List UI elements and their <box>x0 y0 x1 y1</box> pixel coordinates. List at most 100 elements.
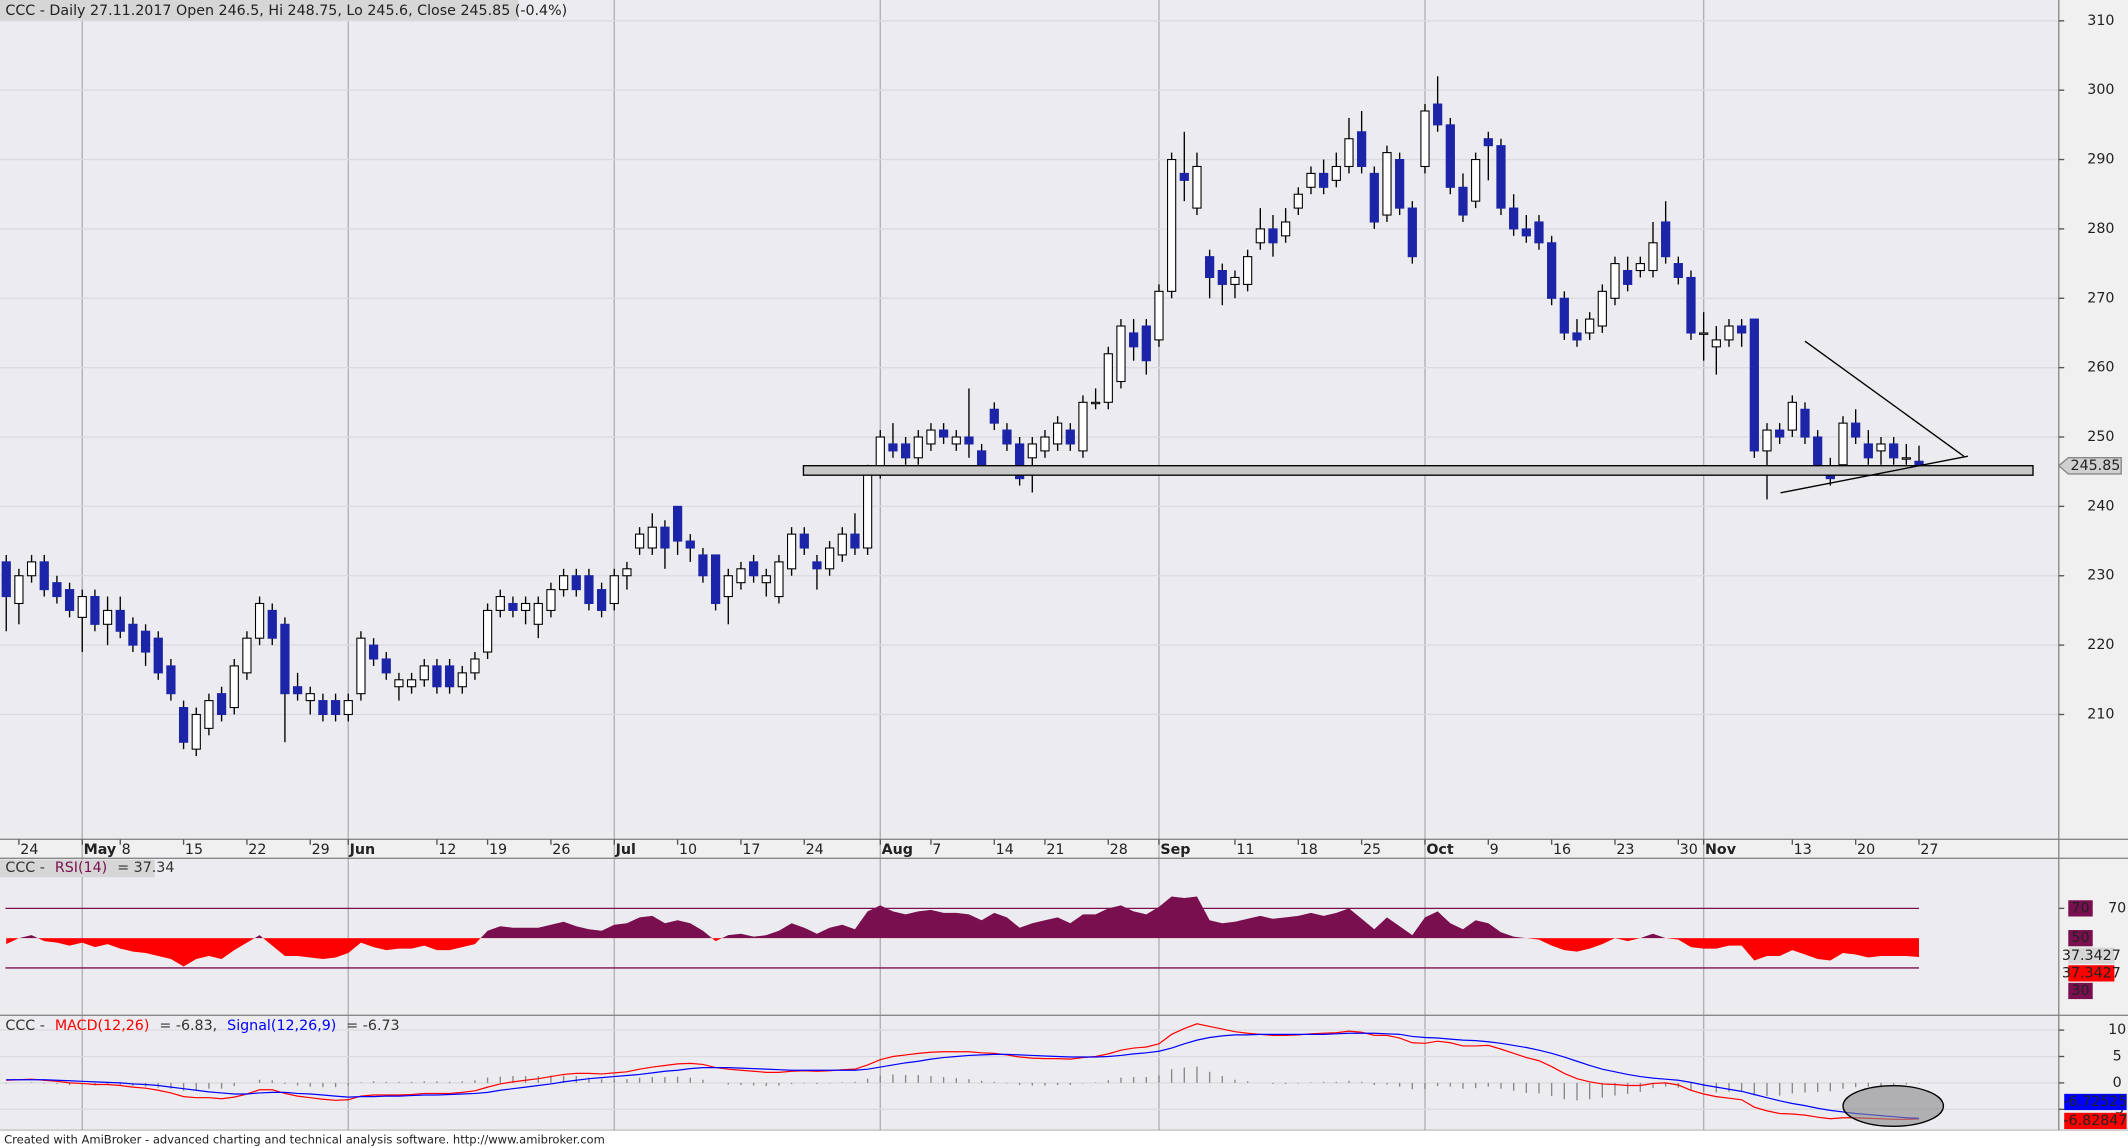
candle-body <box>584 575 594 605</box>
candle-body <box>1103 353 1113 403</box>
level-box: 30 <box>2071 983 2089 999</box>
rsi-area-up <box>6 896 1919 939</box>
candle-body <box>1458 186 1468 216</box>
x-tick-label: Aug <box>882 842 913 858</box>
footer: Created with AmiBroker - advanced charti… <box>4 1132 605 1146</box>
candle-body <box>1813 436 1823 466</box>
rsi-header: CCC - RSI(14) = 37.34 <box>5 860 174 876</box>
candle-body <box>406 679 417 688</box>
candle-body <box>216 693 227 716</box>
candle-body <box>558 575 569 591</box>
candle-body <box>926 429 936 445</box>
macd-panel <box>0 1015 2059 1131</box>
x-tick-label: 30 <box>1680 842 1698 858</box>
candle-body <box>1154 290 1164 341</box>
candle-body <box>381 658 391 674</box>
candle-body <box>596 589 607 611</box>
candle-body <box>1420 110 1430 168</box>
candle-body <box>1762 429 1772 452</box>
candle-body <box>786 533 797 570</box>
candle-body <box>1078 401 1088 452</box>
candle-body <box>267 609 277 639</box>
legend-entry: Signal(12,26,9) <box>227 1018 336 1034</box>
x-tick-label: 14 <box>996 842 1014 858</box>
last-value-box: -6.82847 <box>2063 1113 2127 1129</box>
candle-body <box>1217 269 1227 285</box>
candle-body <box>634 533 645 549</box>
candle-body <box>1559 297 1569 334</box>
candle-body <box>1015 443 1025 480</box>
x-tick-label: Jun <box>349 842 376 858</box>
candle-body <box>1179 172 1189 181</box>
last-price-label: 245.85 <box>2071 458 2121 474</box>
rsi-last-box: 37.3427 <box>2062 965 2121 981</box>
candle-body <box>609 575 619 605</box>
candle-body <box>685 540 695 549</box>
x-tick-label: 24 <box>20 842 38 858</box>
last-value-box-bg <box>2064 1093 2127 1111</box>
candle-body <box>1027 443 1037 459</box>
last-value-box-bg <box>2064 1112 2127 1130</box>
candle-body <box>1711 339 1721 348</box>
title-bg <box>0 0 519 21</box>
candle-body <box>1787 401 1797 431</box>
candle-body <box>1205 256 1215 279</box>
candle-body <box>1255 228 1265 244</box>
rsi-last-box: 37.3427 <box>2062 948 2121 964</box>
signal-value-label: = -6.73 <box>346 1018 399 1034</box>
x-tick-label: 9 <box>1490 842 1499 858</box>
candle-body <box>1306 172 1316 188</box>
candle-body <box>52 582 62 598</box>
candle-body <box>951 436 961 445</box>
candle-body <box>1230 276 1240 285</box>
candle-body <box>1407 207 1417 258</box>
triangle-line <box>1804 340 1965 457</box>
x-tick-label: 16 <box>1553 842 1571 858</box>
candle-body <box>368 644 379 660</box>
x-tick-label: Oct <box>1426 842 1454 858</box>
candle-body <box>1724 325 1734 341</box>
y-tick-label: 230 <box>2087 568 2114 584</box>
candle-body <box>457 672 467 688</box>
candle-body <box>39 561 49 591</box>
candle-body <box>1293 193 1303 209</box>
candle-body <box>1281 221 1291 237</box>
candle-body <box>356 637 366 695</box>
x-tick-label: 25 <box>1363 842 1381 858</box>
candle-body <box>128 623 138 646</box>
x-tick-label: 28 <box>1110 842 1128 858</box>
y-tick-label: 70 <box>2108 900 2126 916</box>
x-tick-label: 27 <box>1920 842 1938 858</box>
candle-body <box>1838 422 1848 466</box>
candle-body <box>1699 332 1709 335</box>
candle-body <box>1268 228 1278 244</box>
candle-body <box>850 533 860 549</box>
last-price-box <box>2057 456 2122 475</box>
candle-body <box>1547 242 1557 299</box>
y-tick-label: 290 <box>2087 152 2114 168</box>
candle-body <box>77 596 87 618</box>
chart-title: CCC - Daily 27.11.2017 Open 246.5, Hi 24… <box>5 3 567 19</box>
candle-body <box>964 436 974 445</box>
x-tick-label: 18 <box>1300 842 1318 858</box>
x-tick-label: 17 <box>742 842 760 858</box>
rsi-header-bg <box>0 859 155 878</box>
candle-body <box>330 700 341 716</box>
macd-prefix: CCC - <box>5 1018 44 1034</box>
candle-body <box>470 658 480 674</box>
level-box: 70 <box>2071 900 2089 916</box>
legend-entry: MACD(12,26) <box>55 1018 150 1034</box>
candle-body <box>901 443 911 459</box>
candle-body <box>102 609 113 625</box>
candle-body <box>1053 422 1063 445</box>
candle-body <box>1863 443 1873 459</box>
candle-body <box>432 665 442 688</box>
candle-body <box>1357 131 1367 168</box>
candle-body <box>508 602 518 611</box>
candle-body <box>812 561 822 570</box>
y-tick-label: 310 <box>2087 13 2114 29</box>
y-tick-label: 270 <box>2087 290 2114 306</box>
candle-body <box>698 554 708 577</box>
candle-body <box>1331 165 1341 181</box>
x-tick-label: 20 <box>1857 842 1875 858</box>
